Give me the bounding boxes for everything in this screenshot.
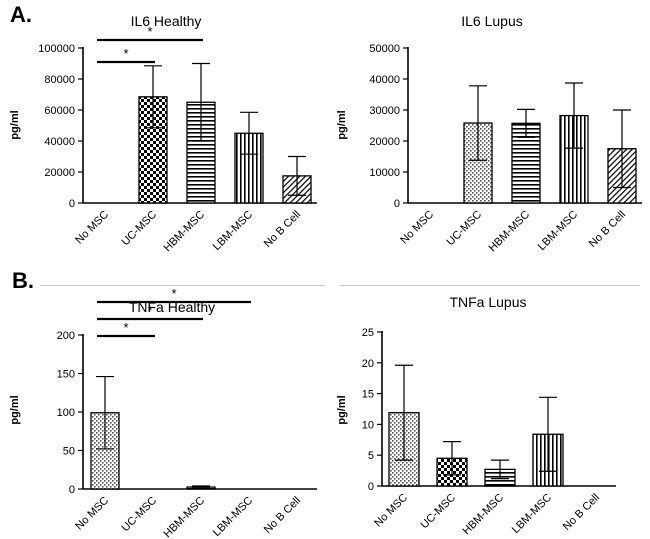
x-tick-label: LBM-MSC [536,209,580,253]
panel-label-b: B. [12,268,34,293]
y-tick-label: 20000 [44,167,75,179]
x-tick-label: No MSC [73,495,111,533]
y-axis-label: pg/ml [336,110,348,139]
x-tick-label: No MSC [73,209,111,247]
panel-separator-right [340,285,640,286]
significance-star: * [171,286,176,301]
x-tick-label: HBM-MSC [486,209,532,255]
x-tick-label: HBM-MSC [161,495,207,539]
y-tick-label: 60000 [44,105,75,117]
y-tick-label: 100 [57,407,75,419]
chart-title: IL6 Lupus [461,13,523,29]
chart-title: TNFa Lupus [449,294,526,310]
significance-star: * [147,24,152,39]
x-tick-label: LBM-MSC [510,492,554,536]
y-tick-label: 50000 [369,43,400,55]
y-tick-label: 5 [368,450,374,462]
y-tick-label: 0 [394,198,400,210]
x-tick-label: No MSC [398,209,436,247]
y-tick-label: 0 [69,484,75,496]
y-tick-label: 50 [63,446,75,458]
y-axis-label: pg/ml [336,395,348,424]
x-tick-label: UC-MSC [120,495,160,535]
y-tick-label: 200 [57,330,75,342]
panel-label-a: A. [10,2,32,27]
panel-separator-left [40,285,325,286]
y-tick-label: 20 [362,358,374,370]
x-tick-label: LBM-MSC [211,209,255,253]
y-tick-label: 20000 [369,136,400,148]
x-tick-label: UC-MSC [419,492,459,532]
x-tick-label: No B Cell [587,209,628,250]
y-tick-label: 10000 [369,167,400,179]
chart-1: IL6 Healthy pg/ml 0 20000 40000 60000 80000 100… [9,13,317,254]
x-tick-label: HBM-MSC [161,209,207,255]
x-tick-label: No B Cell [262,209,303,250]
y-tick-label: 10 [362,419,374,431]
y-tick-label: 80000 [44,74,75,86]
significance-star: * [123,320,128,335]
y-tick-label: 0 [69,198,75,210]
y-tick-label: 30000 [369,105,400,117]
y-tick-label: 40000 [369,74,400,86]
chart-2: IL6 Lupus pg/ml 0 10000 20000 30000 40000 50000… [336,13,642,254]
x-tick-label: UC-MSC [120,209,160,249]
y-tick-label: 100000 [38,43,75,55]
y-tick-label: 15 [362,389,374,401]
x-tick-label: UC-MSC [445,209,485,249]
y-tick-label: 40000 [44,136,75,148]
x-tick-label: No MSC [372,492,410,530]
y-tick-label: 25 [362,327,374,339]
y-tick-label: 0 [368,481,374,493]
chart-4: TNFa Lupus pg/ml 0 5 10 15 20 25 No MSC UC-MSC HBM… [336,294,616,537]
y-axis-label: pg/ml [9,110,21,139]
x-tick-label: No B Cell [262,495,303,536]
x-tick-label: HBM-MSC [460,492,506,538]
significance-star: * [147,303,152,318]
y-axis-label: pg/ml [9,395,21,424]
chart-title: IL6 Healthy [131,13,202,29]
y-tick-label: 150 [57,369,75,381]
significance-star: * [123,46,128,61]
x-tick-label: LBM-MSC [211,495,255,539]
x-tick-label: No B Cell [561,492,602,533]
